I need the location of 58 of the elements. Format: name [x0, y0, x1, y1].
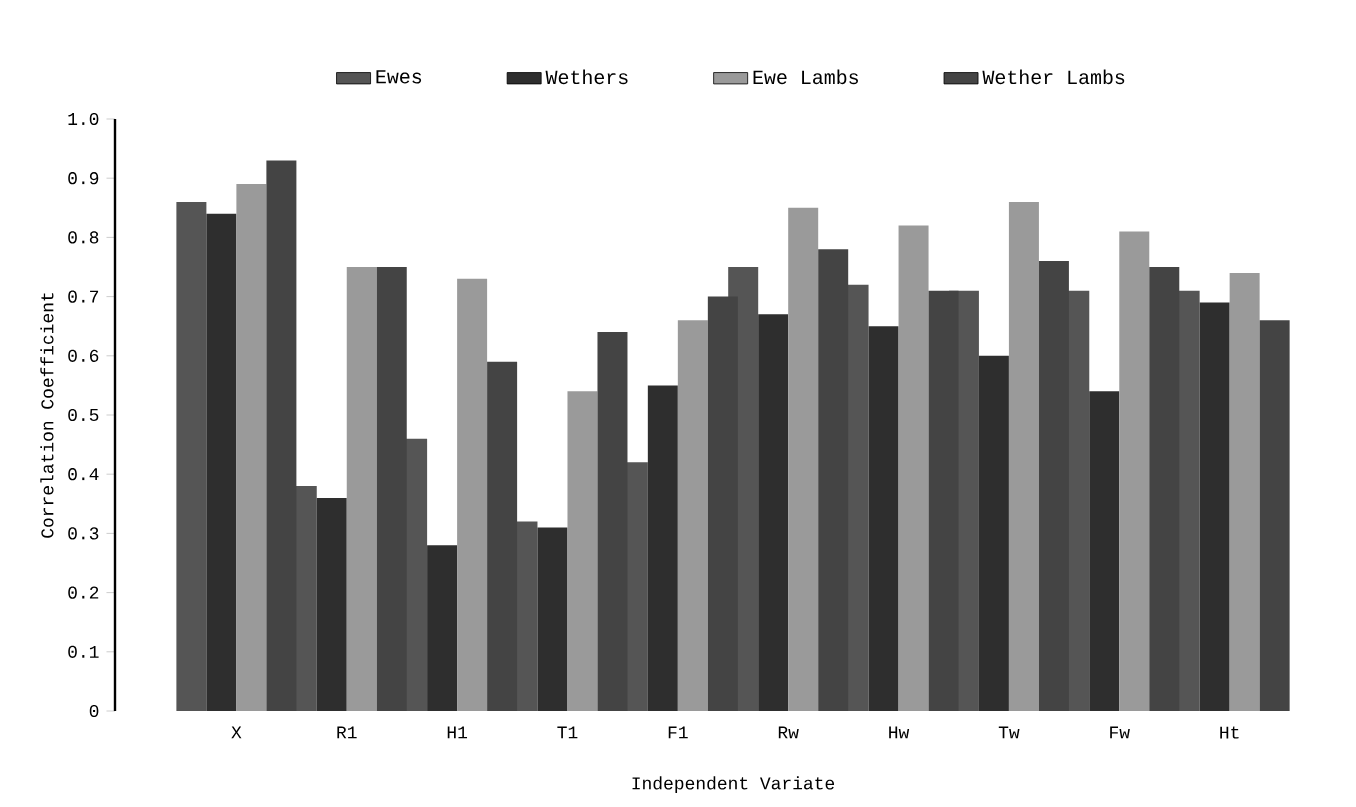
y-tick-label: 1.0: [68, 112, 99, 126]
bar: [487, 361, 518, 711]
bar: [928, 290, 959, 711]
y-tick-label: 0.3: [68, 527, 99, 540]
y-tick-label: 0.6: [68, 349, 99, 362]
bar: [1008, 201, 1039, 711]
x-tick-label: Ht: [1220, 726, 1239, 739]
bar: [1149, 266, 1180, 711]
y-tick-label: 0.4: [68, 468, 99, 481]
bar: [707, 296, 738, 711]
bar: [597, 332, 628, 711]
bar: [1119, 231, 1150, 711]
bar: [1038, 261, 1069, 711]
bar: [868, 326, 899, 711]
y-tick-label: 0.8: [68, 231, 99, 244]
bar: [1259, 320, 1290, 711]
bar: [427, 545, 458, 711]
bar: [206, 213, 237, 711]
bar: [818, 249, 849, 711]
x-tick-label: R1: [337, 726, 357, 739]
x-tick-label: T1: [557, 726, 578, 739]
x-tick-label: Tw: [998, 726, 1020, 739]
x-tick-label: Rw: [778, 726, 799, 739]
x-tick-label: Hw: [889, 726, 910, 739]
bar: [176, 201, 207, 711]
y-tick-label: 0.7: [68, 290, 99, 303]
bar: [376, 266, 407, 711]
bar: [316, 497, 347, 711]
bar: [346, 266, 377, 711]
x-tick-label: Fw: [1110, 726, 1130, 739]
legend-label: Wether Lambs: [982, 69, 1125, 85]
bar: [537, 527, 568, 711]
legend-label: Ewes: [376, 70, 422, 84]
bar: [1199, 302, 1230, 711]
bar: [1089, 391, 1120, 711]
x-tick-label: H1: [447, 726, 468, 739]
x-tick-label: X: [231, 726, 242, 739]
x-tick-label: F1: [668, 726, 688, 739]
bar: [1229, 272, 1260, 711]
legend-label: Ewe Lambs: [753, 69, 858, 85]
y-tick-label: 0.2: [68, 586, 99, 599]
bar: [898, 225, 929, 711]
bar: [567, 391, 598, 711]
y-tick-label: 0: [89, 704, 99, 718]
bar: [647, 385, 678, 711]
bar: [758, 314, 789, 711]
bar: [788, 207, 819, 711]
bar: [457, 278, 488, 711]
y-tick-label: 0.9: [68, 172, 99, 185]
bar: [978, 355, 1009, 711]
y-tick-label: 0.1: [68, 645, 99, 658]
bar: [266, 160, 297, 711]
y-axis-title: Correlation Coefficient: [40, 293, 54, 538]
x-axis-title: Independent Variate: [632, 776, 835, 794]
bar: [677, 320, 708, 711]
bar: [236, 184, 267, 711]
y-tick-label: 0.5: [68, 408, 99, 422]
legend-label: Wethers: [545, 69, 628, 85]
